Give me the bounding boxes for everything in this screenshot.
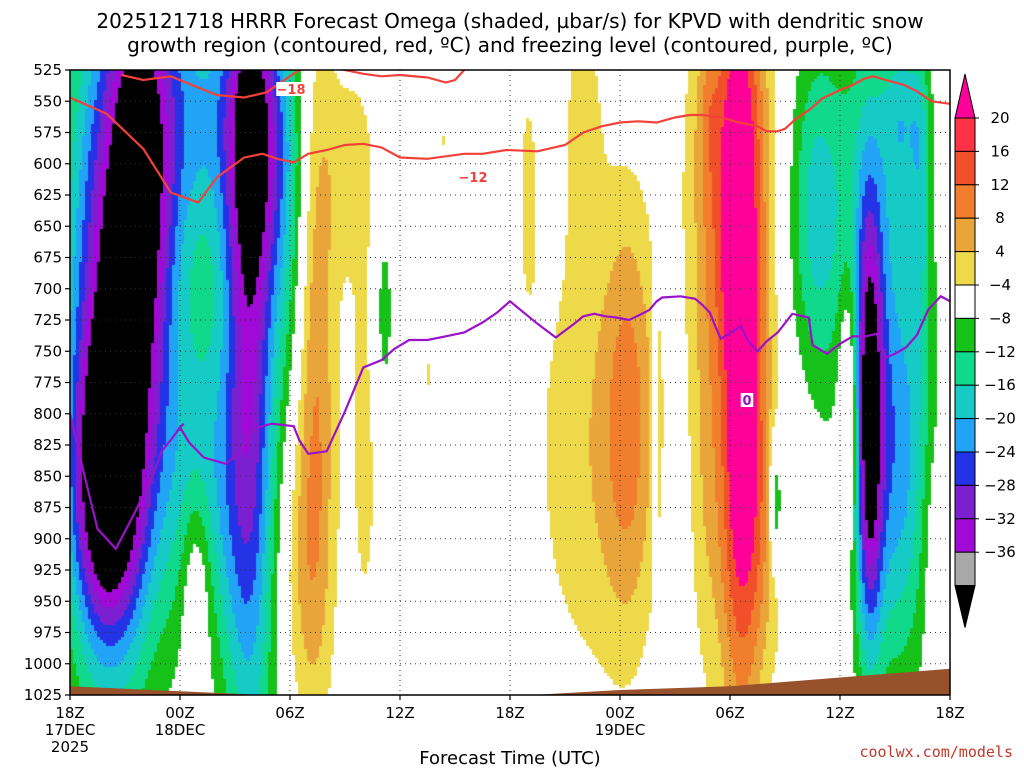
contour-lines: −18 −12 0: [70, 70, 950, 551]
x-tick-label: 06Z: [715, 704, 744, 722]
colorbar-swatch: [954, 518, 976, 553]
y-tick-label: 525: [33, 61, 62, 79]
y-axis: 525 550 575 600 625 650 675 700 725 750 775 800 825 8…: [24, 61, 70, 704]
y-tick-label: 850: [33, 467, 62, 485]
x-date-label: 17DEC: [45, 721, 96, 739]
y-tick-label: 600: [33, 155, 62, 173]
y-tick-label: 750: [33, 342, 62, 360]
x-tick-label: 12Z: [385, 704, 414, 722]
y-tick-label: 775: [33, 374, 62, 392]
chart-title-line2: growth region (contoured, red, ºC) and f…: [127, 33, 893, 57]
colorbar-top-arrow: [954, 73, 976, 119]
dgz-contour--18: [121, 70, 466, 99]
y-tick-label: 700: [33, 280, 62, 298]
contour-label-0-bg: [740, 393, 754, 407]
x-date-label: 19DEC: [595, 721, 646, 739]
y-tick-label: 825: [33, 436, 62, 454]
colorbar-swatch: [954, 384, 976, 420]
y-tick-label: 550: [33, 92, 62, 110]
colorbar-swatch: [954, 284, 976, 319]
y-tick-label: 950: [33, 592, 62, 610]
colorbar-label: −32: [984, 510, 1016, 528]
freezing-level-contour: [70, 294, 950, 551]
plot-area: −18 −12 0: [69, 69, 951, 696]
colorbar-swatch: [954, 217, 976, 253]
x-tick-label: 00Z: [605, 704, 634, 722]
y-tick-label: 800: [33, 405, 62, 423]
y-tick-label: 900: [33, 530, 62, 548]
colorbar-label: −16: [984, 376, 1016, 394]
contour-label-m12: −12: [459, 171, 488, 186]
colorbar-label: −4: [989, 276, 1011, 294]
colorbar-label: −28: [984, 476, 1016, 494]
contour-label-0: 0: [742, 394, 751, 409]
colorbar-swatch: [954, 551, 976, 587]
colorbar-label: 4: [995, 243, 1005, 261]
colorbar-label: 12: [990, 176, 1009, 194]
y-tick-label: 625: [33, 186, 62, 204]
x-tick-label: 06Z: [275, 704, 304, 722]
x-tick-label: 18Z: [495, 704, 524, 722]
colorbar-swatch: [954, 117, 976, 152]
colorbar-label: −36: [984, 543, 1016, 561]
contour-label-m18: −18: [277, 83, 306, 98]
ground-surface: [70, 668, 950, 695]
x-axis-title: Forecast Time (UTC): [419, 748, 600, 768]
colorbar-label: −8: [989, 309, 1011, 327]
y-tick-label: 650: [33, 217, 62, 235]
colorbar-swatch: [954, 184, 976, 219]
colorbar-label: −20: [984, 410, 1016, 428]
y-tick-label: 1025: [24, 686, 62, 704]
dgz-contour--12: [70, 75, 950, 204]
chart-title-line1: 2025121718 HRRR Forecast Omega (shaded, …: [96, 9, 923, 33]
colorbar-swatch: [954, 317, 976, 353]
y-tick-label: 875: [33, 499, 62, 517]
colorbar-label: −12: [984, 343, 1016, 361]
y-tick-label: 1000: [24, 655, 62, 673]
colorbar: 20 16 12 8 4 −4 −8 −12 −16 −20 −24 −28 −32 −36: [954, 73, 1016, 628]
x-year-label: 2025: [51, 738, 89, 756]
colorbar-swatch: [954, 418, 976, 453]
x-tick-label: 00Z: [165, 704, 194, 722]
y-tick-label: 575: [33, 124, 62, 142]
colorbar-swatch: [954, 150, 976, 186]
colorbar-swatch: [954, 451, 976, 486]
colorbar-label: 20: [990, 109, 1009, 127]
colorbar-swatch: [954, 351, 976, 386]
colorbar-label: 8: [995, 209, 1005, 227]
colorbar-swatch: [954, 251, 976, 286]
colorbar-swatch: [954, 484, 976, 520]
y-tick-label: 675: [33, 249, 62, 267]
ground-fill: [70, 668, 950, 695]
contour-label-m18-bg: [276, 82, 306, 96]
colorbar-bottom-arrow: [954, 585, 976, 628]
x-tick-label: 18Z: [935, 704, 964, 722]
y-tick-label: 925: [33, 561, 62, 579]
x-tick-label: 12Z: [825, 704, 854, 722]
y-tick-label: 725: [33, 311, 62, 329]
contour-label-m12-bg: [458, 170, 488, 184]
colorbar-label: −24: [984, 443, 1016, 461]
credit-text: coolwx.com/models: [859, 743, 1013, 761]
colorbar-label: 16: [990, 142, 1009, 160]
x-tick-label: 18Z: [55, 704, 84, 722]
grid-lines: [70, 70, 950, 695]
y-tick-label: 975: [33, 624, 62, 642]
x-date-label: 18DEC: [155, 721, 206, 739]
